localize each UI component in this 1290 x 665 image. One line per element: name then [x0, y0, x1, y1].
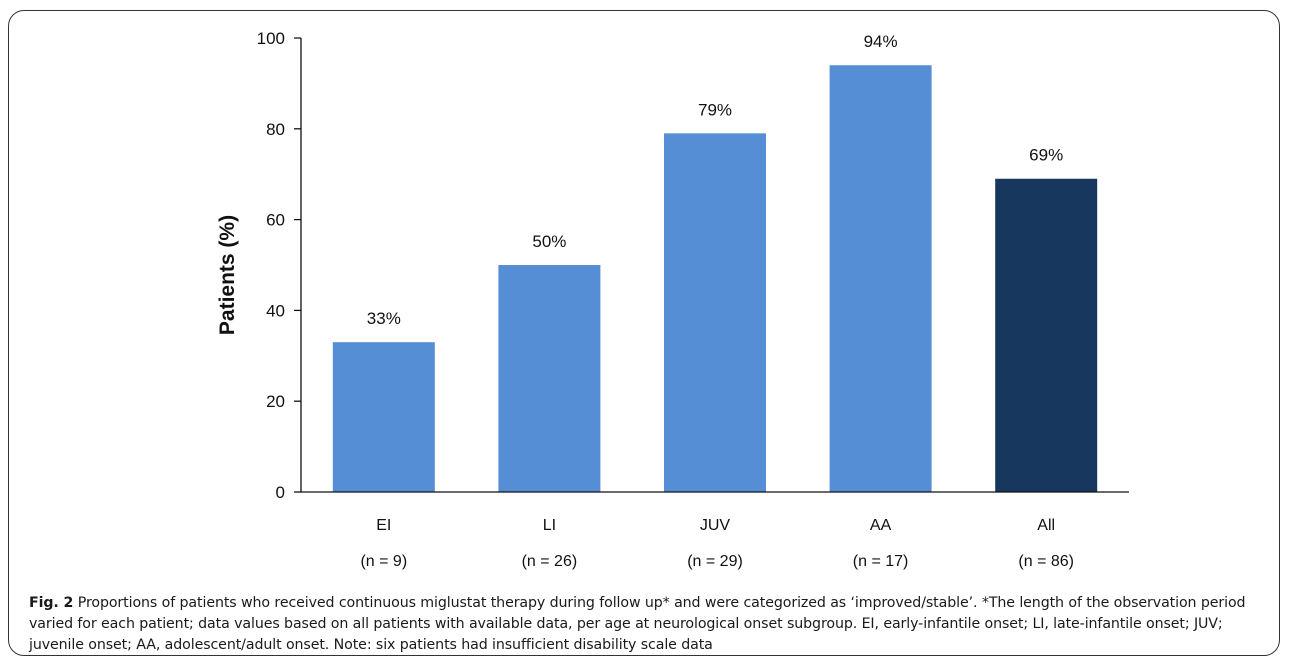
- x-tick-count-label: (n = 17): [853, 553, 909, 570]
- data-label: 79%: [698, 100, 732, 119]
- bar-chart: 0 20 40 60 80 100 33% 50% 79% 94% 69% EI (n = 9) LI…: [216, 29, 1129, 570]
- caption-label: Fig. 2: [29, 595, 74, 611]
- y-axis: 0 20 40 60 80 100: [257, 29, 302, 502]
- y-tick-label: 60: [266, 211, 285, 230]
- bar-aa: [829, 65, 932, 493]
- data-label: 50%: [532, 232, 566, 251]
- bar-li: [498, 265, 601, 492]
- y-axis-label: Patients (%): [216, 215, 239, 335]
- x-tick-label: EI: [376, 517, 391, 534]
- bar-juv: [664, 133, 766, 492]
- data-label: 94%: [864, 32, 898, 51]
- x-tick-count-label: (n = 86): [1018, 553, 1074, 570]
- bar-all: [995, 178, 1098, 493]
- y-tick-label: 40: [266, 301, 285, 320]
- bar-ei: [332, 342, 435, 492]
- figure-caption: Fig. 2 Proportions of patients who recei…: [29, 593, 1269, 655]
- x-tick-label: All: [1037, 517, 1055, 534]
- y-tick-label: 0: [276, 483, 285, 502]
- x-tick-count-label: (n = 9): [360, 553, 407, 570]
- x-tick-count-label: (n = 26): [522, 553, 578, 570]
- y-tick-label: 100: [257, 29, 285, 48]
- x-tick-count-label: (n = 29): [687, 553, 743, 570]
- figure-frame: 0 20 40 60 80 100 33% 50% 79% 94% 69% EI (n = 9) LI…: [8, 10, 1280, 656]
- data-label: 69%: [1029, 146, 1063, 165]
- x-tick-label: JUV: [700, 517, 731, 534]
- caption-text: Proportions of patients who received con…: [29, 595, 1246, 653]
- bars: 33% 50% 79% 94% 69%: [332, 32, 1098, 493]
- x-tick-label: AA: [870, 517, 892, 534]
- x-tick-label: LI: [543, 517, 556, 534]
- y-tick-label: 80: [266, 120, 285, 139]
- data-label: 33%: [367, 309, 401, 328]
- y-tick-label: 20: [266, 392, 285, 411]
- x-axis: EI (n = 9) LI (n = 26) JUV (n = 29) AA (n = 17)…: [301, 491, 1129, 570]
